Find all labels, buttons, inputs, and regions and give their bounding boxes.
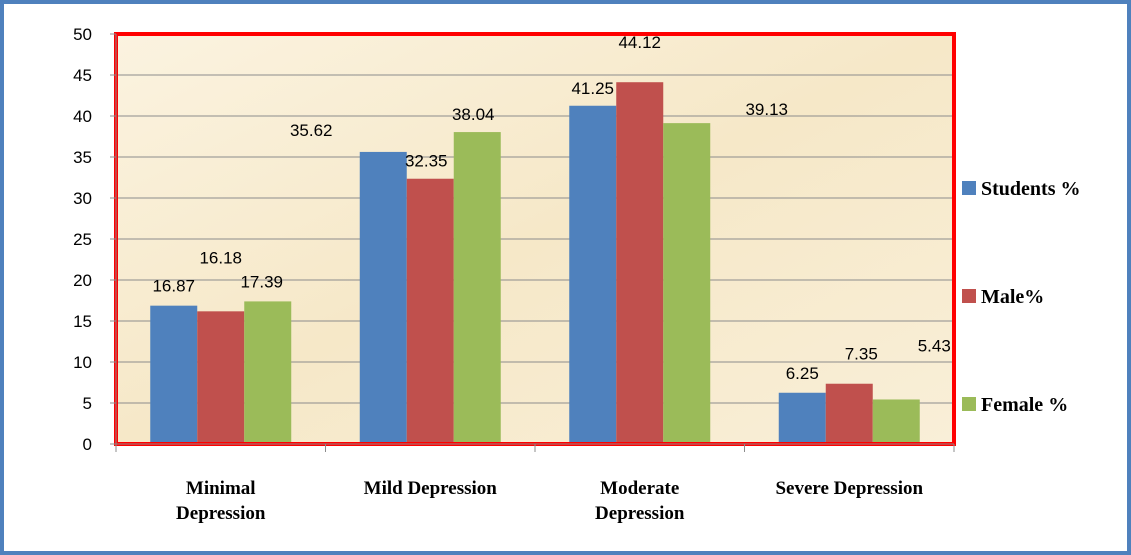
y-tick-label: 30 [73,189,92,208]
y-tick-label: 40 [73,107,92,126]
x-category-label: Depression [595,503,685,524]
x-category-label: Mild Depression [364,478,498,499]
legend-swatch [962,181,976,195]
y-tick-label: 15 [73,312,92,331]
data-label: 5.43 [918,336,951,355]
y-tick-label: 20 [73,271,92,290]
bar [825,383,873,444]
y-tick-label: 35 [73,148,92,167]
y-tick-label: 45 [73,66,92,85]
data-label: 17.39 [240,272,283,291]
bar [244,301,292,444]
bar [197,311,245,444]
bar [663,123,711,444]
legend-label: Students % [981,178,1080,200]
y-tick-label: 5 [83,394,92,413]
y-tick-label: 0 [83,435,92,454]
data-label: 41.25 [571,79,614,98]
data-label: 16.87 [152,277,195,296]
legend-label: Female % [981,394,1068,416]
y-tick-label: 50 [73,25,92,44]
y-tick-label: 25 [73,230,92,249]
data-label: 6.25 [786,364,819,383]
data-label: 16.18 [199,248,242,267]
data-label: 44.12 [618,33,661,52]
data-label: 35.62 [290,121,333,140]
data-label: 38.04 [452,105,495,124]
bar [616,82,664,444]
x-category-label: Depression [176,503,266,524]
x-category-label: Minimal [186,478,256,499]
legend-swatch [962,397,976,411]
x-category-label: Severe Depression [775,478,923,499]
data-label: 7.35 [845,345,878,364]
bar [150,305,198,444]
bar [406,178,454,445]
legend-label: Male% [981,286,1044,308]
bar [872,399,920,444]
legend-swatch [962,289,976,303]
x-category-label: Moderate [600,478,679,499]
data-label: 39.13 [745,100,788,119]
bar [453,132,501,444]
bar [569,105,617,444]
bar [778,392,826,444]
data-label: 32.35 [405,152,448,171]
bar [359,151,407,444]
y-tick-label: 10 [73,353,92,372]
